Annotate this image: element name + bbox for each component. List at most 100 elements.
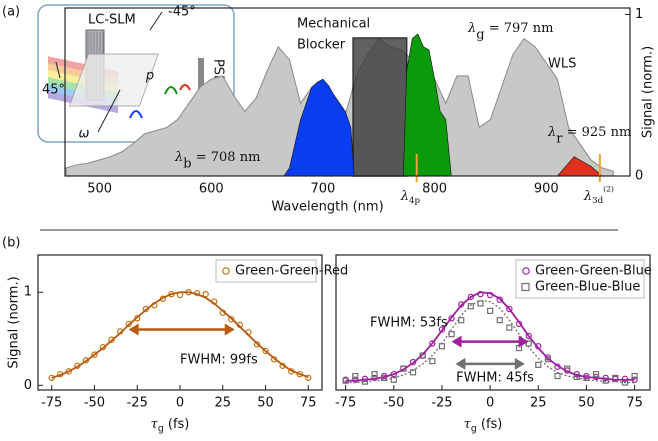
legend-marker [521, 282, 530, 292]
x-tick-label: 25 [530, 396, 547, 411]
y-axis-label: Signal (norm.) [641, 46, 656, 138]
blocker-label: Blocker [297, 38, 346, 53]
x-tick-label: 0 [176, 396, 184, 411]
y-tick-label: 0 [24, 378, 32, 393]
subscript: b [183, 156, 191, 171]
legend-marker [522, 267, 530, 275]
panel-label: (b) [2, 236, 20, 251]
fit-line [345, 299, 635, 384]
data-point [65, 368, 72, 375]
symbol: λ [467, 21, 476, 36]
subscript: 3d [592, 196, 604, 206]
x-tick-label: 0 [486, 396, 494, 411]
spectrum-area [283, 78, 355, 177]
mechanical-blocker [352, 37, 408, 177]
data-point [535, 361, 542, 368]
x-tick-label: 50 [257, 396, 274, 411]
x-tick-label: 500 [87, 182, 112, 197]
x-tick-label: 700 [311, 182, 336, 197]
y-axis-label: Signal (norm.) [7, 276, 22, 368]
spectrum-area [403, 33, 452, 177]
superscript: (2) [603, 185, 614, 194]
x-tick-label: -75 [41, 396, 62, 411]
legend-label: Green-Green-Blue [535, 264, 652, 279]
data-point [458, 301, 465, 308]
data-point [506, 305, 513, 313]
data-point [487, 307, 494, 314]
wavelength-annotation: λb = 708 nm [174, 150, 260, 171]
inset-label: -45° [168, 5, 196, 20]
blocker-label: Mechanical [297, 17, 370, 32]
data-point [108, 336, 115, 343]
text: = 925 nm [562, 125, 631, 140]
x-tick-label: -50 [383, 396, 404, 411]
fwhm-label: FWHM: 53fs [370, 316, 448, 331]
inset-label: 45° [42, 83, 65, 98]
polarizer [68, 53, 160, 107]
x-axis-label: τg (fs) [151, 417, 190, 435]
x-axis-label: τg (fs) [464, 417, 503, 435]
x-axis-label: Wavelength (nm) [271, 200, 383, 215]
data-point [134, 315, 141, 322]
symbol: λ [400, 189, 409, 204]
symbol: λ [547, 125, 556, 140]
text: = 797 nm [485, 21, 554, 36]
x-tick-label: 75 [300, 396, 317, 411]
wavelength-annotation: λr = 925 nm [547, 125, 631, 146]
data-point [91, 351, 98, 358]
data-point [467, 303, 474, 310]
axis-arrow [97, 89, 121, 133]
psd [198, 58, 204, 98]
text: (fs) [164, 417, 190, 432]
legend-box [515, 259, 645, 299]
data-point [429, 340, 436, 347]
subscript: 4p [409, 196, 421, 206]
data-point [371, 371, 378, 378]
pulse-green [164, 86, 178, 95]
x-tick-label: 600 [199, 182, 224, 197]
text: (fs) [477, 417, 503, 432]
data-point [621, 375, 629, 383]
subscript: g [476, 27, 484, 42]
data-point [496, 317, 503, 324]
fit-line [345, 291, 635, 382]
data-point [525, 332, 532, 340]
x-tick-label: -75 [335, 396, 356, 411]
data-point [253, 341, 261, 348]
data-point [99, 343, 107, 351]
data-point [467, 293, 475, 301]
data-point [352, 372, 359, 380]
x-tick-label: -25 [431, 396, 452, 411]
subscript: g [471, 423, 477, 434]
panel-label: (a) [2, 5, 20, 20]
data-point [496, 296, 503, 303]
symbol: τ [151, 417, 159, 432]
axis-arrow [149, 11, 163, 31]
plot-frame [37, 254, 323, 391]
subscript: g [158, 423, 164, 434]
inset-label: LC-SLM [88, 13, 136, 28]
legend-box [215, 259, 317, 283]
x-tick-label: 75 [626, 396, 643, 411]
data-point [448, 331, 455, 338]
data-point [631, 372, 638, 380]
legend-marker [222, 267, 230, 275]
inset-label: ω [79, 127, 90, 142]
data-point [554, 372, 561, 380]
symbol: λ [583, 189, 592, 204]
y-tick-label: 0 [635, 169, 643, 184]
series-label: WLS [548, 57, 576, 72]
text: = 708 nm [192, 150, 261, 165]
data-point [419, 352, 426, 359]
data-point [228, 316, 235, 323]
y-tick-label: 1 [24, 285, 32, 300]
x-tick-label: 25 [214, 396, 231, 411]
data-point [506, 324, 513, 331]
symbol: τ [464, 417, 472, 432]
x-tick-label: 800 [422, 182, 447, 197]
data-point [438, 326, 446, 333]
marker-label: λ4p [400, 189, 421, 206]
marker-label: λ3d (2) [583, 185, 614, 206]
data-point [592, 371, 600, 378]
